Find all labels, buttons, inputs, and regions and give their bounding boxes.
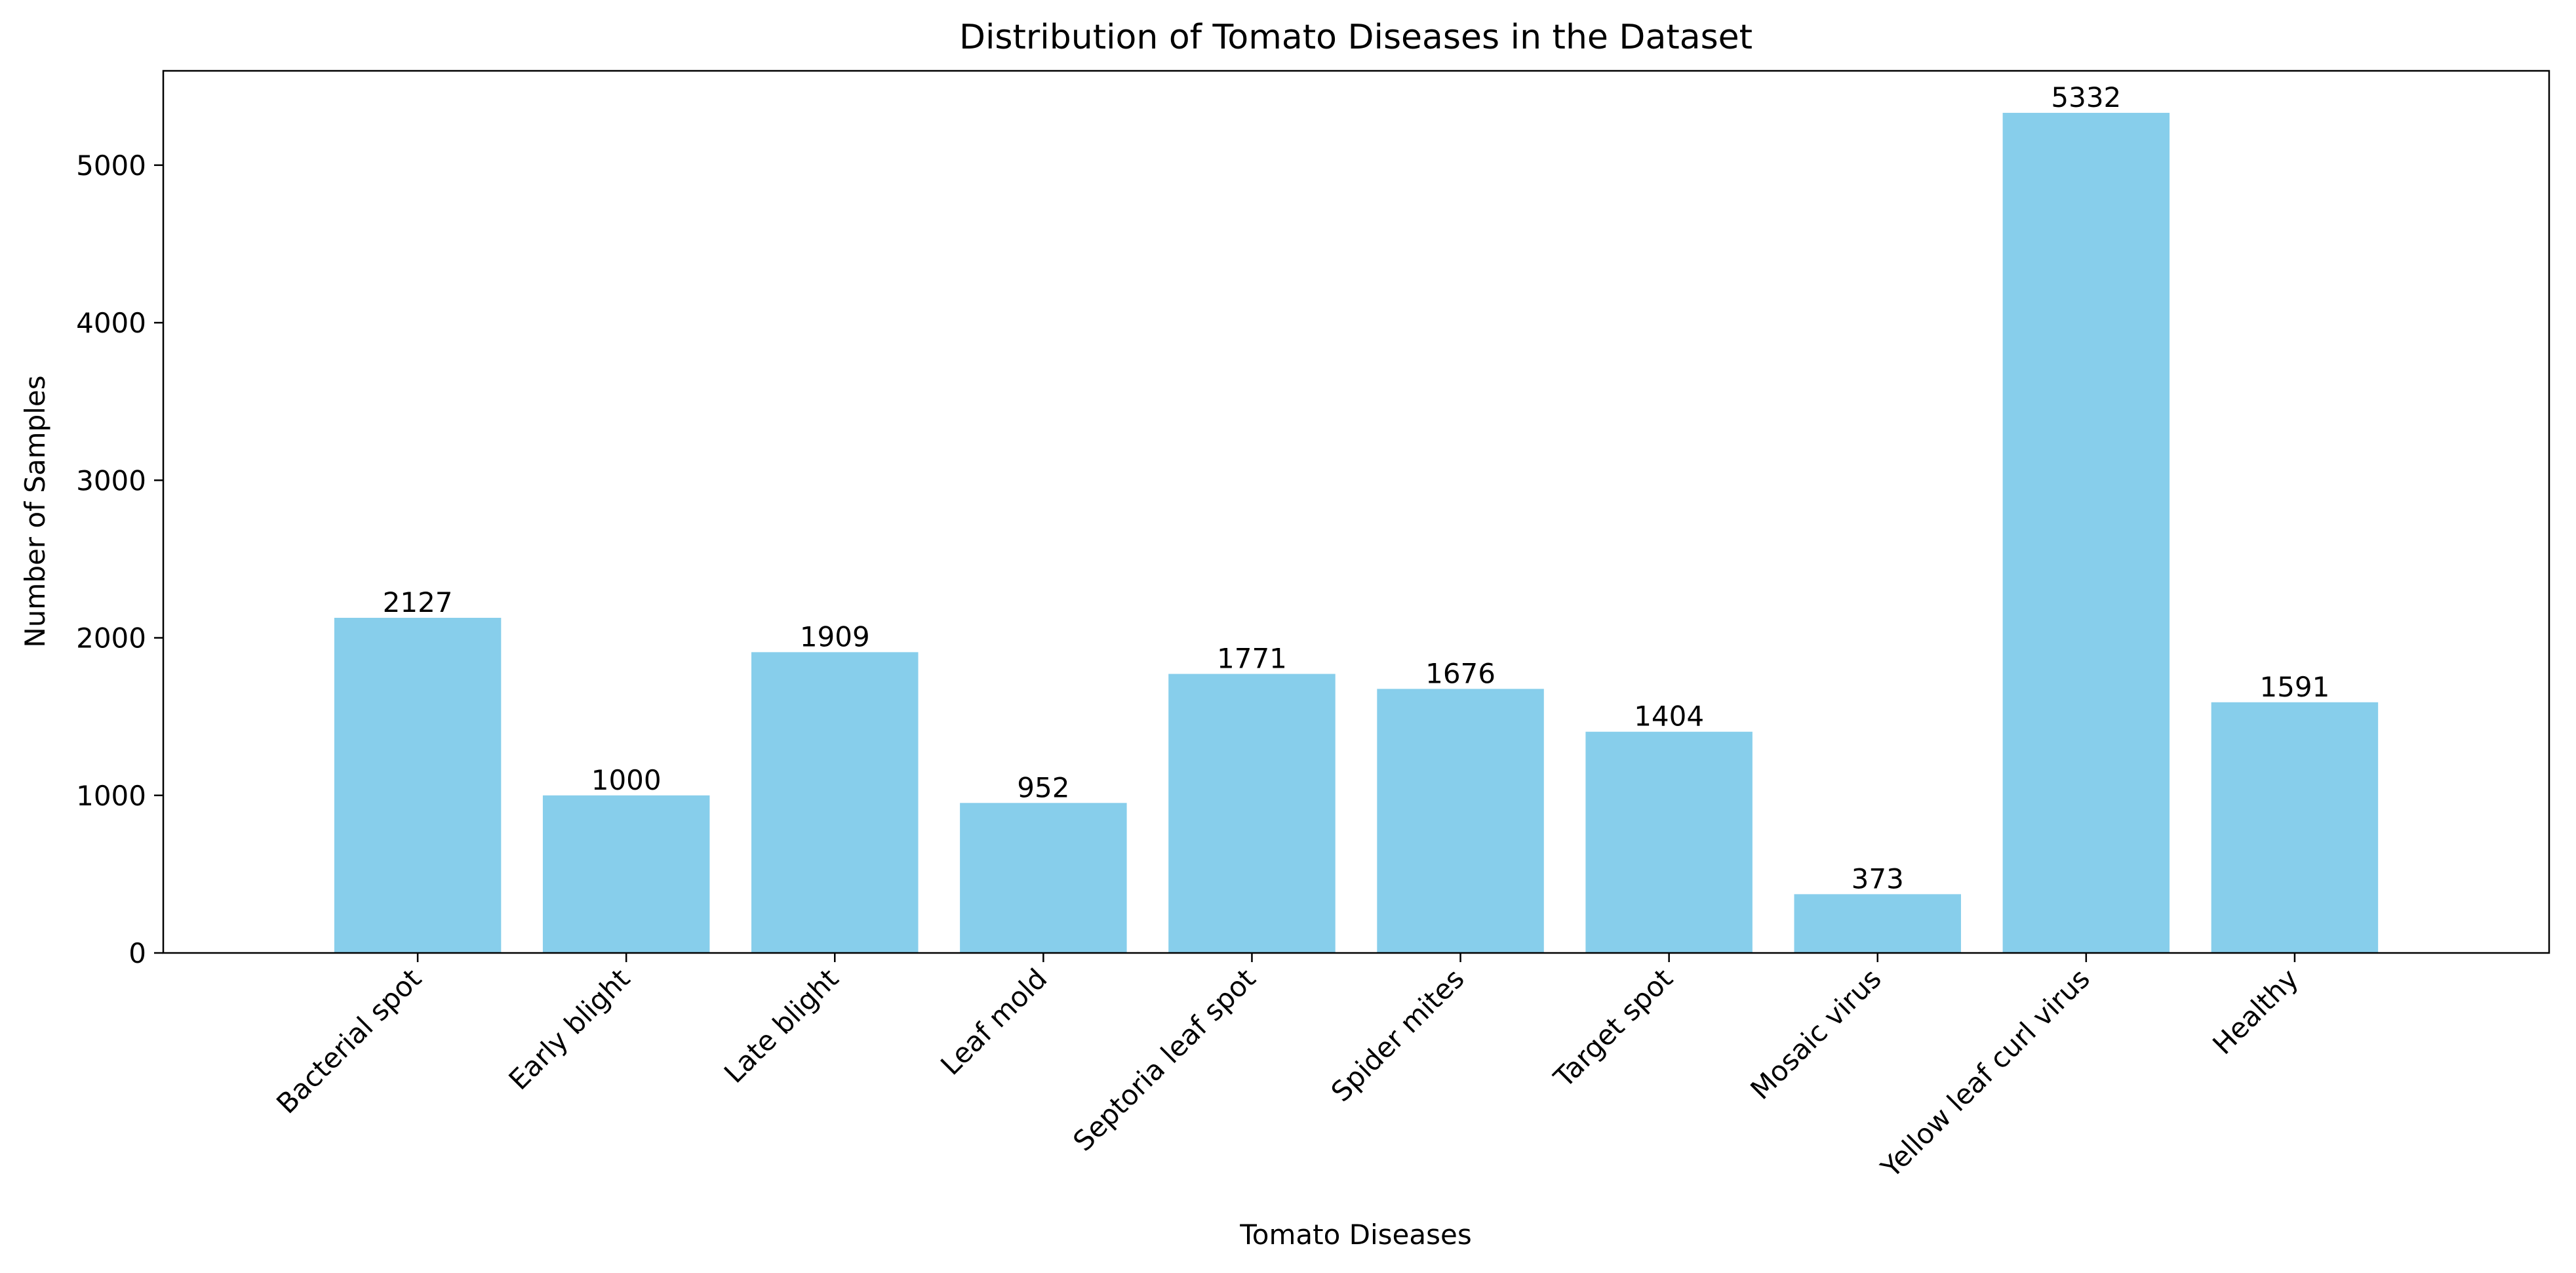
- bar-septoria-leaf-spot: [1168, 674, 1336, 953]
- y-axis-ticks: 0 1000 2000 3000 4000 5000: [76, 150, 163, 969]
- bar-value-label: 1404: [1634, 700, 1704, 733]
- y-axis-label: Number of Samples: [19, 375, 51, 647]
- bar-value-label: 2127: [383, 586, 453, 618]
- bar-leaf-mold: [960, 803, 1127, 953]
- value-labels-layer: 2127 1000 1909 952 1771 1676 1404 373 5332 1591: [383, 81, 2330, 895]
- bar-value-label: 1591: [2259, 671, 2329, 703]
- bar-target-spot: [1585, 731, 1753, 953]
- bar-early-blight: [542, 795, 710, 953]
- y-tick-label: 4000: [76, 307, 146, 339]
- bar-value-label: 1676: [1425, 657, 1496, 689]
- bar-value-label: 373: [1852, 862, 1904, 895]
- bar-spider-mites: [1377, 689, 1544, 953]
- y-tick-label: 3000: [76, 464, 146, 496]
- bar-value-label: 1771: [1217, 643, 1287, 675]
- y-tick-label: 0: [129, 937, 146, 969]
- bar-value-label: 1000: [591, 764, 662, 796]
- x-axis-label: Tomato Diseases: [1239, 1219, 1471, 1251]
- bar-bacterial-spot: [334, 618, 502, 953]
- bar-yellow-leaf-curl-virus: [2002, 113, 2170, 954]
- bar-value-label: 5332: [2051, 81, 2121, 113]
- y-tick-label: 1000: [76, 780, 146, 812]
- bar-mosaic-virus: [1794, 894, 1961, 953]
- plot-area-frame: [162, 70, 2550, 954]
- chart-title: Distribution of Tomato Diseases in the D…: [959, 18, 1753, 57]
- y-tick-label: 5000: [76, 150, 146, 182]
- bar-late-blight: [751, 652, 919, 953]
- bar-value-label: 952: [1017, 771, 1069, 803]
- bar-value-label: 1909: [800, 620, 870, 653]
- y-tick-label: 2000: [76, 622, 146, 655]
- bars-layer: [334, 113, 2379, 954]
- bar-healthy: [2211, 702, 2379, 953]
